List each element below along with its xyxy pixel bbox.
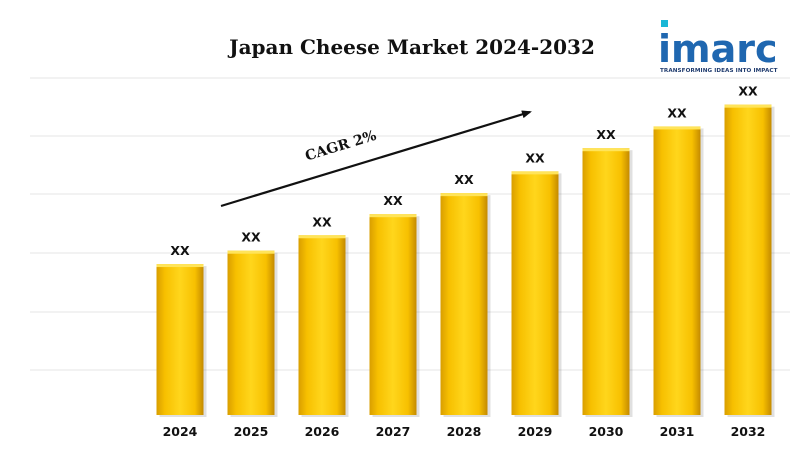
data-label-2025: XX — [241, 230, 261, 245]
x-tick-2024: 2024 — [163, 424, 198, 439]
bar-cap — [582, 148, 630, 152]
data-label-2029: XX — [525, 150, 545, 165]
bar-2024 — [156, 264, 204, 415]
x-axis-ticks: 2024 2025 2026 2027 2028 2029 2030 2031 2032 — [163, 424, 766, 439]
data-label-2028: XX — [454, 172, 474, 187]
cagr-annotation: CAGR 2% — [220, 110, 532, 208]
bar-2031 — [653, 126, 701, 415]
bars — [156, 104, 775, 418]
data-label-2024: XX — [170, 243, 190, 258]
x-tick-2031: 2031 — [660, 424, 695, 439]
cagr-label: CAGR 2% — [303, 128, 378, 165]
x-tick-2032: 2032 — [731, 424, 766, 439]
bar-2026 — [298, 235, 346, 415]
imarc-logo: imarc TRANSFORMING IDEAS INTO IMPACT — [658, 20, 778, 74]
logo-dot-icon — [661, 20, 668, 27]
bar-2029 — [511, 171, 559, 415]
data-labels: XX XX XX XX XX XX XX XX XX — [170, 84, 758, 258]
data-label-2026: XX — [312, 214, 332, 229]
bar-2030 — [582, 148, 630, 416]
bar-2028 — [440, 193, 488, 415]
bar-cap — [298, 235, 346, 239]
logo-tagline: TRANSFORMING IDEAS INTO IMPACT — [660, 68, 778, 74]
x-tick-2027: 2027 — [376, 424, 411, 439]
x-tick-2026: 2026 — [305, 424, 340, 439]
data-label-2032: XX — [738, 84, 758, 99]
bar-2027 — [369, 214, 417, 415]
x-tick-2028: 2028 — [447, 424, 482, 439]
data-label-2031: XX — [667, 105, 687, 120]
bar-cap — [156, 264, 204, 268]
bar-2025 — [227, 250, 275, 415]
x-tick-2029: 2029 — [518, 424, 553, 439]
cagr-arrow — [220, 110, 532, 208]
x-tick-2030: 2030 — [589, 424, 624, 439]
bar-cap — [724, 104, 772, 108]
bar-2032 — [724, 104, 772, 415]
data-label-2027: XX — [383, 193, 403, 208]
logo-wordmark: imarc — [658, 27, 778, 71]
x-tick-2025: 2025 — [234, 424, 269, 439]
data-label-2030: XX — [596, 127, 616, 142]
bar-cap — [511, 171, 559, 175]
bar-cap — [653, 126, 701, 130]
bar-cap — [227, 250, 275, 254]
chart-title: Japan Cheese Market 2024-2032 — [227, 35, 595, 59]
bar-cap — [369, 214, 417, 218]
bar-cap — [440, 193, 488, 197]
